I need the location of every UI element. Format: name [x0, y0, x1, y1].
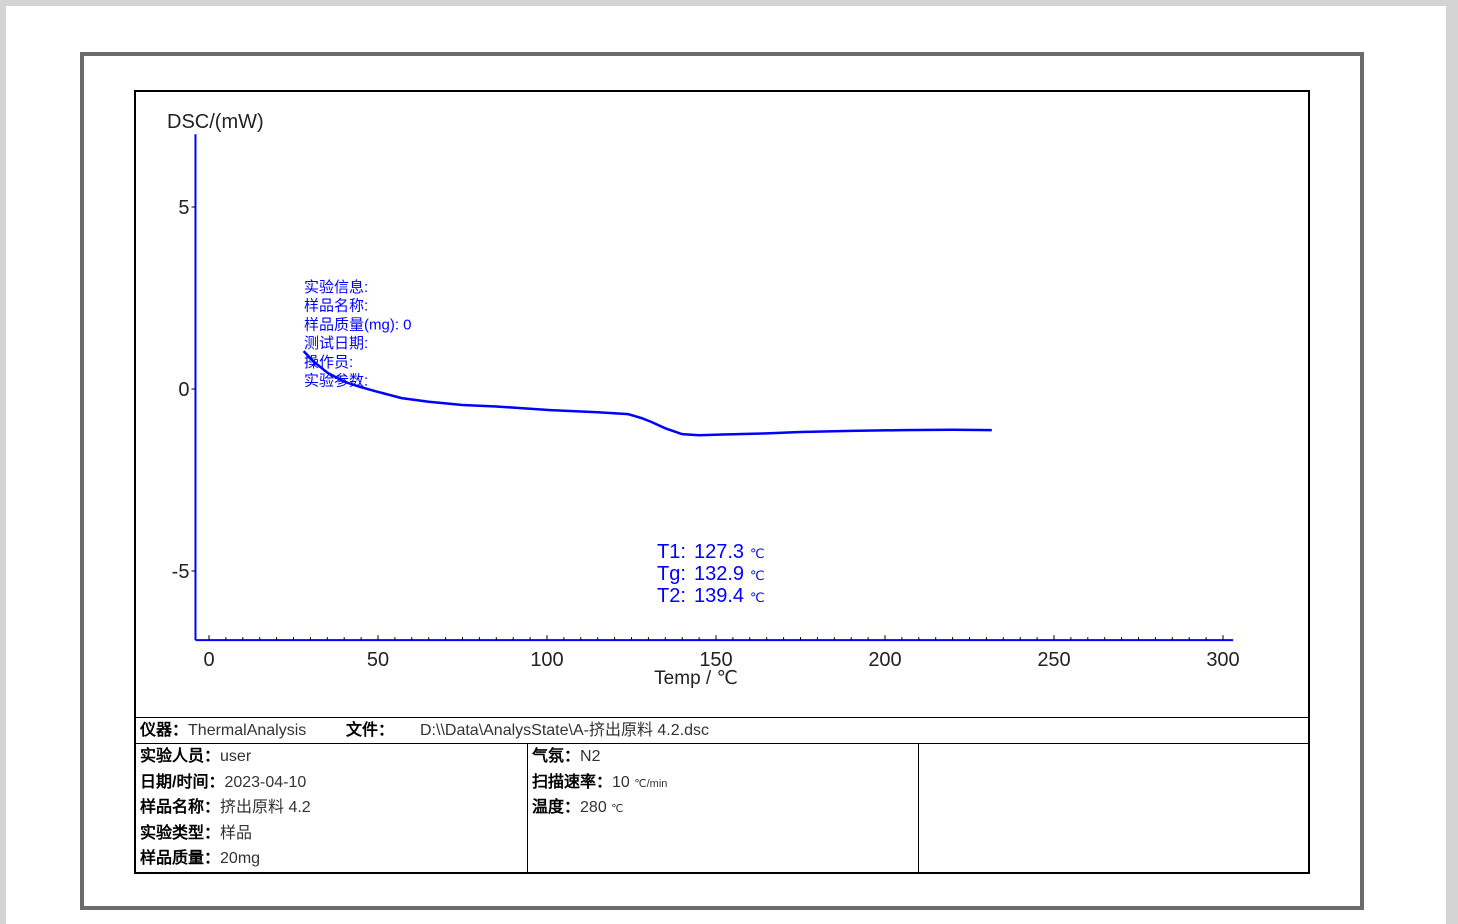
- x-tick-label: 50: [367, 649, 389, 671]
- x-tick-label: 250: [1037, 649, 1070, 671]
- atmosphere-value: N2: [580, 748, 601, 765]
- info-annotation: 实验参数:: [304, 373, 368, 390]
- transition-unit: ℃: [750, 590, 765, 605]
- transition-label: T1:: [657, 541, 686, 563]
- datetime-value: 2023-04-10: [224, 773, 307, 791]
- y-axis-title: DSC/(mW): [167, 111, 264, 133]
- y-tick-label: 5: [178, 197, 189, 219]
- dsc-curve: [302, 350, 992, 437]
- datetime-label: 日期/时间：: [140, 773, 225, 791]
- y-tick-label: 0: [178, 379, 189, 401]
- info-annotation: 样品名称:: [304, 298, 368, 315]
- temp-unit: ℃: [611, 803, 624, 815]
- empty-cell: [919, 744, 1308, 872]
- x-tick-label: 150: [699, 649, 732, 671]
- x-tick-label: 200: [868, 649, 901, 671]
- temp-value: 280: [580, 799, 607, 816]
- mass-label: 样品质量：: [140, 850, 221, 867]
- x-tick-label: 300: [1206, 649, 1239, 671]
- info-annotation: 测试日期:: [304, 335, 368, 352]
- sample-label: 样品名称：: [140, 799, 221, 816]
- file-label: 文件：: [346, 722, 395, 739]
- sample-value: 挤出原料 4.2: [220, 799, 311, 816]
- type-value: 样品: [220, 824, 253, 842]
- rate-value: 10: [612, 773, 630, 791]
- temp-label: 温度：: [532, 799, 581, 816]
- transition-unit: ℃: [750, 546, 765, 561]
- rate-unit: ℃/min: [634, 777, 668, 790]
- operator-value: user: [220, 748, 252, 765]
- rate-label: 扫描速率：: [532, 773, 613, 791]
- y-tick-label: -5: [172, 561, 190, 583]
- info-annotation: 实验信息:: [304, 279, 368, 296]
- transition-value: 132.9: [694, 563, 744, 585]
- x-axis-title: Temp / ℃: [654, 668, 738, 689]
- operator-label: 实验人员：: [140, 748, 221, 765]
- sample-info-cell: 实验人员：user 日期/时间：2023-04-10 样品名称：挤出原料 4.2…: [136, 744, 528, 872]
- report-sheet: 0 50 100 150 200 250 300 5 0 -5 DSC/(mW) Temp / ℃ 实验…: [134, 90, 1310, 874]
- transition-label: Tg:: [657, 563, 686, 585]
- file-row: 仪器：ThermalAnalysis 文件： D:\\Data\AnalysSt…: [136, 717, 1308, 744]
- file-value: D:\\Data\AnalysState\A-挤出原料 4.2.dsc: [420, 722, 709, 739]
- atmosphere-label: 气氛：: [532, 748, 581, 765]
- transition-value: 127.3: [694, 541, 744, 563]
- mass-value: 20mg: [220, 850, 261, 867]
- instrument-label: 仪器：: [140, 722, 189, 739]
- x-tick-label: 100: [530, 649, 563, 671]
- info-annotation: 样品质量(mg): 0: [304, 316, 412, 333]
- instrument-value: ThermalAnalysis: [188, 722, 307, 739]
- transition-unit: ℃: [750, 568, 765, 583]
- transition-label: T2:: [657, 585, 686, 607]
- conditions-cell: 气氛：N2 扫描速率：10 ℃/min 温度：280 ℃: [528, 744, 919, 872]
- type-label: 实验类型：: [140, 824, 221, 842]
- transition-value: 139.4: [694, 585, 744, 607]
- x-tick-label: 0: [203, 649, 214, 671]
- info-annotation: 操作员:: [304, 354, 353, 371]
